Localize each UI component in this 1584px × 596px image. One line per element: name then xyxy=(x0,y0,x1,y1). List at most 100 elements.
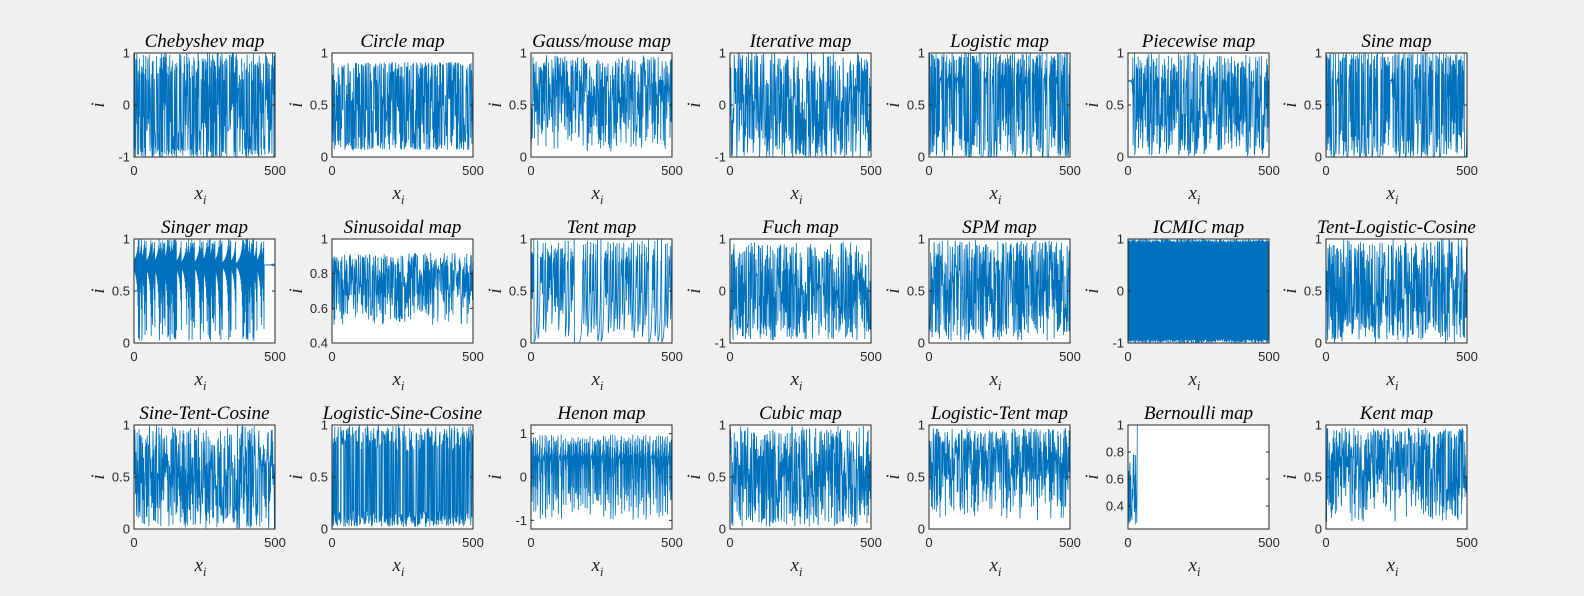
subplot-title: Sine-Tent-Cosine xyxy=(139,403,269,424)
subplot-title: ICMIC map xyxy=(1152,217,1244,238)
y-tick-label: 1 xyxy=(1315,46,1322,61)
x-tick-label: 0 xyxy=(328,349,335,364)
x-tick-label: 0 xyxy=(130,349,137,364)
subplot-lt: Logistic-Tent map 0 0.5 1 0 500 xi i xyxy=(883,403,1081,579)
subplot-title: Tent map xyxy=(567,217,637,238)
y-tick-label: 0 xyxy=(719,284,726,299)
y-tick-label: 0.5 xyxy=(509,284,527,299)
y-tick-label: 0.5 xyxy=(708,470,726,485)
x-axis-label: xi xyxy=(590,555,603,579)
y-axis-label: i xyxy=(1280,102,1301,107)
y-axis-label: i xyxy=(88,102,109,107)
y-tick-label: -1 xyxy=(118,150,130,165)
y-tick-label: 0.5 xyxy=(509,98,527,113)
y-tick-label: 1 xyxy=(719,418,726,433)
y-axis-label: i xyxy=(1280,288,1301,293)
y-axis-label: i xyxy=(286,288,307,293)
x-axis-label: xi xyxy=(988,369,1001,393)
x-axis-label: xi xyxy=(789,369,802,393)
x-tick-label: 0 xyxy=(925,163,932,178)
x-tick-label: 0 xyxy=(1124,163,1131,178)
y-tick-label: 1 xyxy=(719,232,726,247)
series-line xyxy=(1127,53,1270,157)
x-tick-label: 0 xyxy=(1124,349,1131,364)
y-tick-label: 1 xyxy=(918,418,925,433)
y-tick-label: 0 xyxy=(520,470,527,485)
x-tick-label: 500 xyxy=(1258,349,1280,364)
y-tick-label: 0 xyxy=(1315,150,1322,165)
x-axis-label: xi xyxy=(1187,555,1200,579)
x-axis-label: xi xyxy=(590,183,603,207)
y-tick-label: 0.5 xyxy=(112,284,130,299)
subplot-title: SPM map xyxy=(962,217,1036,238)
y-axis-label: i xyxy=(286,474,307,479)
series-line xyxy=(1325,239,1468,343)
x-axis-label: xi xyxy=(988,555,1001,579)
y-tick-label: 1 xyxy=(1117,418,1124,433)
x-axis-label: xi xyxy=(590,369,603,393)
y-tick-label: 0.5 xyxy=(907,470,925,485)
subplot-title: Bernoulli map xyxy=(1144,403,1253,424)
y-tick-label: 1 xyxy=(520,426,527,441)
subplot-title: Chebyshev map xyxy=(145,31,265,52)
y-axis-label: i xyxy=(883,102,904,107)
y-axis-label: i xyxy=(286,102,307,107)
subplot-kent: Kent map 0 0.5 1 0 500 xi i xyxy=(1280,403,1478,579)
y-tick-label: 0 xyxy=(1315,522,1322,537)
subplot-circle: Circle map 0 0.5 1 0 500 xi i xyxy=(286,31,484,207)
x-axis-label: xi xyxy=(391,555,404,579)
subplot-cubic: Cubic map 0 0.5 1 0 500 xi i xyxy=(684,403,882,579)
y-tick-label: 0 xyxy=(1117,150,1124,165)
y-tick-label: -1 xyxy=(1112,336,1124,351)
x-tick-label: 500 xyxy=(860,163,882,178)
subplot-sine: Sine map 0 0.5 1 0 500 xi i xyxy=(1280,31,1478,207)
series-line xyxy=(729,52,872,158)
series-line xyxy=(928,428,1071,521)
subplot-title: Gauss/mouse map xyxy=(532,31,671,52)
y-tick-label: 0 xyxy=(321,150,328,165)
y-axis-label: i xyxy=(883,288,904,293)
x-axis-label: xi xyxy=(1385,369,1398,393)
x-axis-label: xi xyxy=(789,183,802,207)
axes-box xyxy=(1127,424,1270,530)
y-tick-label: 1 xyxy=(123,418,130,433)
series-line xyxy=(729,241,872,341)
y-axis-label: i xyxy=(684,102,705,107)
x-axis-label: xi xyxy=(1385,183,1398,207)
y-tick-label: 0.5 xyxy=(112,470,130,485)
x-axis-label: xi xyxy=(391,183,404,207)
x-axis-label: xi xyxy=(1187,369,1200,393)
x-tick-label: 0 xyxy=(527,163,534,178)
x-axis-label: xi xyxy=(789,555,802,579)
subplot-logistic: Logistic map 0 0.5 1 0 500 xi i xyxy=(883,31,1081,207)
y-tick-label: 1 xyxy=(918,46,925,61)
y-tick-label: 1 xyxy=(321,418,328,433)
x-axis-label: xi xyxy=(1187,183,1200,207)
subplot-sinusoidal: Sinusoidal map 0.4 0.6 0.8 1 0 500 xi i xyxy=(286,217,484,393)
y-tick-label: 1 xyxy=(123,46,130,61)
y-tick-label: 0 xyxy=(123,336,130,351)
y-axis-label: i xyxy=(1280,474,1301,479)
series-line xyxy=(133,52,276,157)
x-tick-label: 500 xyxy=(264,163,286,178)
y-tick-label: 1 xyxy=(123,232,130,247)
y-tick-label: 1 xyxy=(321,232,328,247)
y-axis-label: i xyxy=(1082,288,1103,293)
y-tick-label: 0 xyxy=(520,150,527,165)
x-tick-label: 0 xyxy=(328,535,335,550)
x-tick-label: 500 xyxy=(1456,535,1478,550)
subplot-title: Circle map xyxy=(360,31,444,52)
x-tick-label: 0 xyxy=(925,349,932,364)
x-tick-label: 500 xyxy=(462,535,484,550)
y-tick-label: 0.5 xyxy=(907,98,925,113)
x-tick-label: 500 xyxy=(264,535,286,550)
series-line xyxy=(331,425,474,527)
x-tick-label: 0 xyxy=(527,535,534,550)
x-axis-label: xi xyxy=(988,183,1001,207)
y-tick-label: 0.5 xyxy=(1304,98,1322,113)
x-tick-label: 500 xyxy=(860,349,882,364)
x-tick-label: 500 xyxy=(1456,349,1478,364)
